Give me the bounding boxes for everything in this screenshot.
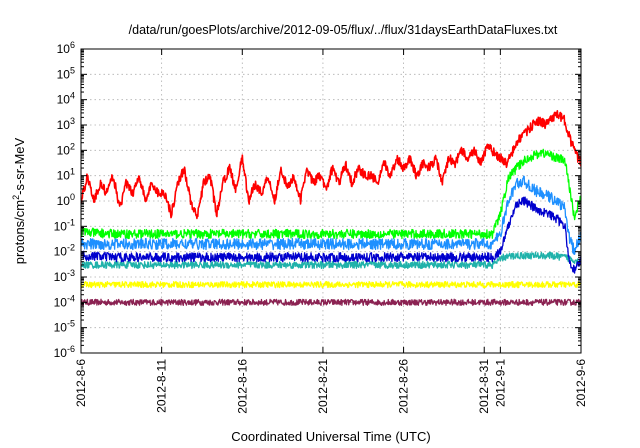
x-tick-label: 2012-9-6 bbox=[574, 359, 588, 407]
y-tick-label: 103 bbox=[57, 116, 75, 132]
chart-title: /data/run/goesPlots/archive/2012-09-05/f… bbox=[129, 23, 558, 37]
series-line-1 bbox=[81, 280, 581, 289]
y-tick-label: 10-6 bbox=[54, 344, 75, 360]
axis-ticks: 10-6 10-5 10-4 10-3 10-2 10-1 100 101 102 103 104 1… bbox=[54, 40, 588, 414]
x-tick-label: 2012-8-31 bbox=[477, 359, 491, 414]
x-tick-label: 2012-8-16 bbox=[235, 359, 249, 414]
y-axis-label-sup: 2 bbox=[11, 195, 21, 200]
x-tick-label: 2012-9-1 bbox=[493, 359, 507, 407]
y-tick-label: 100 bbox=[57, 192, 75, 208]
x-tick-label: 2012-8-26 bbox=[397, 359, 411, 414]
y-tick-label: 10-2 bbox=[54, 243, 75, 259]
x-axis-label: Coordinated Universal Time (UTC) bbox=[231, 429, 430, 444]
y-tick-label: 101 bbox=[57, 167, 75, 183]
y-tick-label: 10-5 bbox=[54, 319, 75, 335]
x-tick-label: 2012-8-6 bbox=[74, 359, 88, 407]
y-axis-label: protons/cm2-s-sr-MeV bbox=[11, 137, 27, 264]
series-line-4 bbox=[81, 175, 581, 255]
series-line-3 bbox=[81, 148, 581, 240]
y-tick-label: 104 bbox=[57, 91, 75, 107]
series-line-2 bbox=[81, 251, 581, 270]
series-line-6 bbox=[81, 110, 581, 220]
y-tick-label: 105 bbox=[57, 65, 75, 81]
data-series bbox=[81, 110, 581, 307]
svg-text:protons/cm2-s-sr-MeV: protons/cm2-s-sr-MeV bbox=[11, 137, 27, 264]
y-tick-label: 102 bbox=[57, 141, 75, 157]
grid-lines bbox=[81, 49, 581, 353]
y-tick-label: 106 bbox=[57, 40, 75, 56]
series-line-0 bbox=[81, 298, 581, 307]
x-tick-label: 2012-8-11 bbox=[155, 359, 169, 413]
y-tick-label: 10-1 bbox=[54, 217, 75, 233]
y-axis-label-rest: -s-sr-MeV bbox=[12, 137, 27, 194]
series-line-5 bbox=[81, 196, 581, 274]
y-axis-label-base: protons/cm bbox=[12, 200, 27, 264]
plot-frame bbox=[80, 48, 582, 354]
x-tick-label: 2012-8-21 bbox=[316, 359, 330, 414]
y-tick-label: 10-3 bbox=[54, 268, 75, 284]
y-tick-label: 10-4 bbox=[54, 293, 75, 309]
